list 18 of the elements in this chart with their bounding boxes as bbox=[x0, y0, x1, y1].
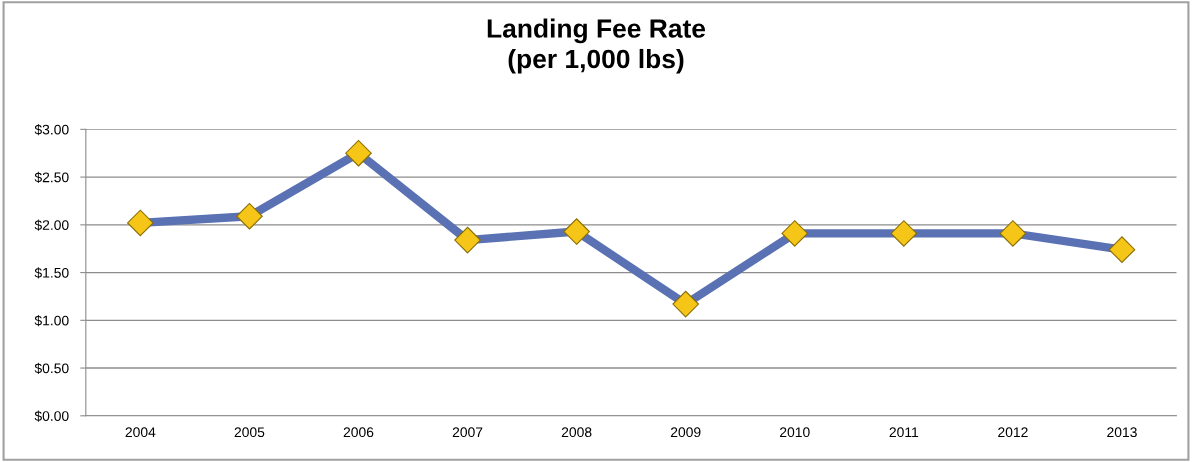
y-tick-label: $1.00 bbox=[34, 315, 69, 327]
y-tick-label: $2.50 bbox=[34, 171, 69, 184]
x-tick-label: 2008 bbox=[561, 427, 592, 438]
x-tick-label: 2013 bbox=[1107, 427, 1137, 438]
y-tick-label: $0.00 bbox=[34, 410, 69, 422]
x-tick-label: 2007 bbox=[452, 427, 483, 438]
chart-title: Landing Fee Rate (per 1,000 lbs) bbox=[487, 18, 706, 74]
x-tick-label: 2006 bbox=[343, 427, 374, 438]
x-tick-label: 2004 bbox=[125, 427, 156, 438]
y-tick-label: $2.00 bbox=[34, 219, 69, 231]
x-tick-label: 2011 bbox=[889, 427, 919, 438]
y-tick-label: $0.50 bbox=[34, 362, 69, 375]
x-tick-label: 2010 bbox=[780, 427, 810, 438]
y-tick-label: $1.50 bbox=[34, 267, 69, 279]
x-tick-label: 2012 bbox=[998, 427, 1028, 438]
x-tick-label: 2009 bbox=[670, 427, 701, 438]
y-tick-label: $3.00 bbox=[34, 124, 69, 136]
x-tick-label: 2005 bbox=[234, 427, 265, 438]
